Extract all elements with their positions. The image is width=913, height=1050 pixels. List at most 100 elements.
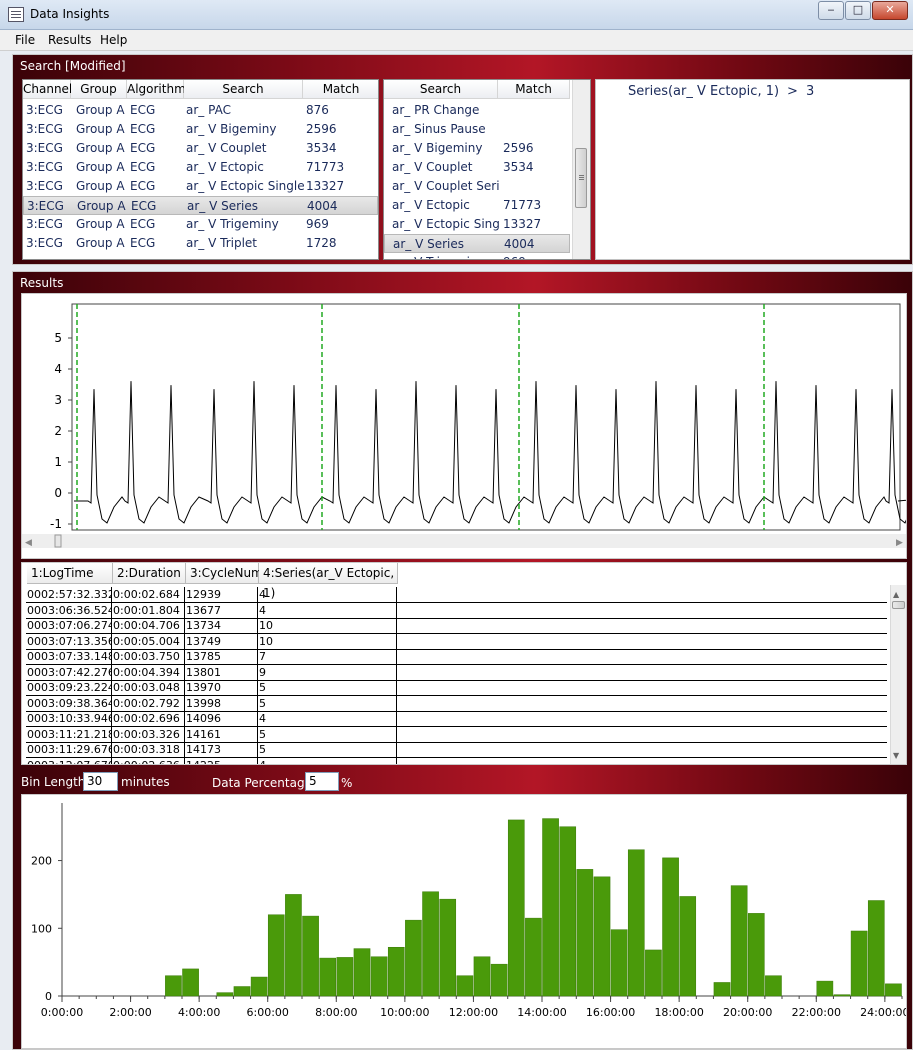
table-row[interactable]: 0003:07:33.148 0:00:03.750 13785 7: [26, 649, 887, 665]
hist-bar: [422, 891, 439, 997]
search-picker-cell: ar_ PR Change: [392, 103, 480, 117]
minimize-button[interactable]: ‒: [818, 1, 844, 20]
hist-bar: [490, 963, 508, 997]
grid-header-series[interactable]: 4:Series(ar_V Ectopic, 1): [259, 563, 398, 600]
search-list-cell: ECG: [130, 141, 156, 155]
results-grid[interactable]: 1:LogTime 2:Duration 3:CycleNum 4:Series…: [21, 562, 907, 765]
ecg-trace: [74, 381, 906, 524]
search-picker-row[interactable]: ar_ V Series 4004: [384, 234, 570, 253]
search-list-cell: 3:ECG: [26, 141, 63, 155]
table-cell: 10: [258, 633, 397, 650]
maximize-button[interactable]: □: [845, 1, 871, 20]
hist-y-tick-label: 0: [45, 990, 52, 1003]
table-row[interactable]: 0003:06:36.524 0:00:01.804 13677 4: [26, 602, 887, 619]
search-list-row[interactable]: 3:ECG Group A ECG ar_ V Ectopic 71773: [23, 158, 378, 177]
search-list-cell: 4004: [307, 199, 338, 213]
close-button[interactable]: ✕: [872, 1, 908, 20]
table-row[interactable]: 0002:57:32.332 0:00:02.684 12939 4: [26, 587, 887, 603]
search-list[interactable]: Channel Group Algorithm Search Match 3:E…: [22, 79, 379, 260]
table-cell: 0:00:02.792: [112, 695, 185, 712]
grid-header-duration[interactable]: 2:Duration: [113, 563, 186, 584]
menu-results[interactable]: Results: [48, 33, 92, 47]
table-row[interactable]: 0003:11:21.218 0:00:03.326 14161 5: [26, 726, 887, 743]
table-cell: 0:00:05.004: [112, 633, 185, 650]
scroll-down-icon[interactable]: ▼: [893, 751, 900, 760]
hist-bar: [610, 929, 628, 997]
col-header-algorithm[interactable]: Algorithm: [127, 80, 186, 99]
hist-bar: [216, 992, 234, 997]
search-panel: Search [Modified] Channel Group Algorith…: [12, 54, 913, 265]
hist-x-tick-label: 16:00:00: [586, 1006, 635, 1019]
table-row[interactable]: 0003:09:38.364 0:00:02.792 13998 5: [26, 695, 887, 712]
ecg-chart[interactable]: 5 4 3 2 1 0 -1 ◀ ▶: [21, 293, 907, 559]
table-row[interactable]: 0003:10:33.946 0:00:02.696 14096 4: [26, 711, 887, 727]
histogram-chart[interactable]: 0 100 200 0:00:00 2:00:00 4:00:00 6:00:00 8:00:…: [21, 794, 907, 1049]
table-cell: 13785: [185, 649, 258, 665]
maximize-icon: □: [852, 3, 864, 16]
col-header-search-2[interactable]: Search: [384, 80, 498, 99]
search-list-row[interactable]: 3:ECG Group A ECG ar_ V Triplet 1728: [23, 234, 378, 253]
search-picker-cell: 13327: [503, 217, 542, 231]
search-list-row[interactable]: 3:ECG Group A ECG ar_ V Bigeminy 2596: [23, 120, 378, 139]
table-cell: 12939: [185, 587, 258, 603]
grid-header-cyclenum[interactable]: 3:CycleNum: [186, 563, 263, 584]
menu-file[interactable]: File: [15, 33, 36, 47]
hist-bar: [885, 983, 902, 997]
bin-length-label: Bin Length: [21, 775, 86, 789]
search-picker-cell: ar_ V Bigeminy: [392, 141, 483, 155]
col-header-group[interactable]: Group: [71, 80, 127, 99]
search-picker-scrollbar[interactable]: [572, 80, 590, 259]
search-list-row[interactable]: 3:ECG Group A ECG ar_ V Couplet 3534: [23, 139, 378, 158]
search-picker-list[interactable]: Search Match ar_ PR Change ar_ Sinus Paus…: [383, 79, 591, 260]
table-cell: 14096: [185, 711, 258, 727]
search-list-cell: ECG: [131, 199, 157, 213]
ecg-y-tick-label: 2: [54, 424, 62, 438]
col-header-match[interactable]: Match: [303, 80, 378, 99]
search-list-cell: Group A: [76, 160, 125, 174]
grid-scrollbar-thumb[interactable]: [892, 601, 905, 609]
hist-x-tick-label: 12:00:00: [449, 1006, 498, 1019]
grid-scrollbar[interactable]: ▲ ▼: [890, 585, 906, 764]
search-picker-row[interactable]: ar_ V Couplet Series: [384, 177, 570, 196]
data-percentage-input[interactable]: 5: [305, 772, 339, 791]
table-cell: 14161: [185, 726, 258, 743]
grid-header-logtime[interactable]: 1:LogTime: [27, 563, 113, 584]
search-picker-row[interactable]: ar_ V Ectopic 71773: [384, 196, 570, 215]
search-picker-row[interactable]: ar_ Sinus Pause: [384, 120, 570, 139]
search-list-cell: ar_ V Trigeminy: [186, 217, 279, 231]
table-row[interactable]: 0003:11:29.676 0:00:03.318 14173 5: [26, 742, 887, 758]
search-picker-row[interactable]: ar_ V Couplet 3534: [384, 158, 570, 177]
search-list-row[interactable]: 3:ECG Group A ECG ar_ PAC 876: [23, 101, 378, 120]
bin-length-input[interactable]: 30: [83, 772, 118, 791]
menu-help[interactable]: Help: [100, 33, 128, 47]
search-picker-row[interactable]: ar_ V Bigeminy 2596: [384, 139, 570, 158]
table-row[interactable]: 0003:09:23.224 0:00:03.048 13970 5: [26, 680, 887, 696]
hist-bar: [370, 956, 388, 997]
search-list-row[interactable]: 3:ECG Group A ECG ar_ V Ectopic Single 13327: [23, 177, 378, 196]
col-header-channel[interactable]: Channel: [23, 80, 72, 99]
table-row[interactable]: 0003:07:13.356 0:00:05.004 13749 10: [26, 633, 887, 650]
table-row[interactable]: 0003:12:07.670 0:00:02.636 14225 4: [26, 757, 887, 764]
scrollbar-thumb[interactable]: [575, 148, 587, 208]
search-list-cell: 876: [306, 103, 329, 117]
search-list-row[interactable]: 3:ECG Group A ECG ar_ V Series 4004: [23, 196, 378, 215]
table-row[interactable]: 0003:07:06.274 0:00:04.706 13734 10: [26, 618, 887, 634]
search-expression-box[interactable]: Series(ar_ V Ectopic, 1) > 3: [595, 79, 910, 260]
search-picker-row[interactable]: ar_ V Ectopic Single 13327: [384, 215, 570, 234]
search-list-cell: 3:ECG: [26, 179, 63, 193]
search-list-row[interactable]: 3:ECG Group A ECG ar_ V Trigeminy 969: [23, 215, 378, 234]
table-cell: 0:00:04.706: [112, 618, 185, 634]
table-row[interactable]: 0003:07:42.276 0:00:04.394 13801 9: [26, 664, 887, 681]
hist-bar: [867, 900, 885, 997]
search-picker-cell: 969: [503, 253, 563, 259]
col-header-match-2[interactable]: Match: [498, 80, 570, 99]
search-picker-row[interactable]: ar_ PR Change: [384, 101, 570, 120]
col-header-search[interactable]: Search: [184, 80, 303, 99]
scroll-up-icon[interactable]: ▲: [893, 590, 900, 599]
hist-x-tick-label: 10:00:00: [380, 1006, 429, 1019]
hist-bar: [267, 914, 285, 997]
scroll-left-icon: ◀: [25, 538, 32, 548]
table-cell: 5: [258, 680, 397, 696]
table-cell: 0003:11:29.676: [27, 742, 112, 758]
